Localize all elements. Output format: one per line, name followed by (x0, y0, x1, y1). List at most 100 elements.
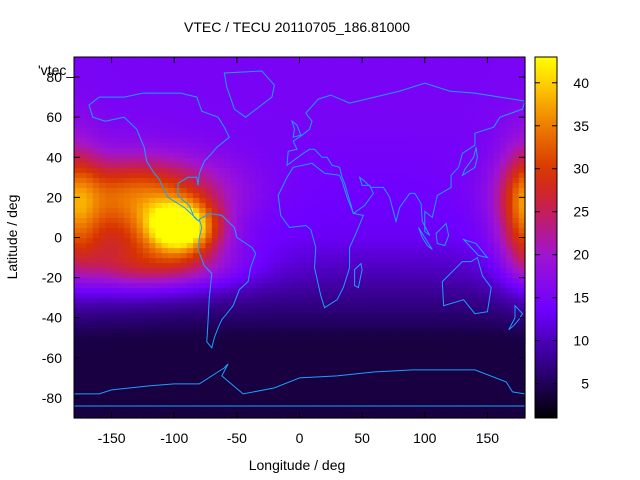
heatmap-cell (431, 127, 438, 133)
heatmap-cell (487, 87, 495, 93)
heatmap-cell (443, 142, 451, 148)
heatmap-cell (136, 352, 144, 359)
heatmap-cell (362, 207, 369, 214)
heatmap-cell (380, 287, 388, 294)
heatmap-cell (380, 167, 388, 173)
heatmap-cell (249, 252, 257, 259)
heatmap-cell (380, 327, 388, 334)
heatmap-cell (286, 392, 294, 399)
heatmap-cell (205, 322, 213, 329)
heatmap-cell (487, 352, 495, 359)
heatmap-cell (174, 212, 182, 219)
heatmap-cell (92, 372, 100, 379)
heatmap-cell (424, 117, 432, 123)
heatmap-cell (424, 232, 432, 239)
heatmap-cell (130, 117, 138, 123)
heatmap-cell (268, 242, 276, 249)
heatmap-cell (149, 407, 157, 414)
heatmap-cell (218, 377, 225, 384)
heatmap-cell (374, 382, 382, 389)
heatmap-cell (380, 332, 388, 339)
heatmap-cell (286, 387, 294, 394)
heatmap-cell (405, 122, 413, 128)
heatmap-cell (199, 272, 207, 279)
heatmap-cell (443, 347, 451, 354)
heatmap-cell (456, 287, 463, 294)
heatmap-cell (399, 287, 407, 294)
heatmap-cell (142, 232, 150, 239)
heatmap-cell (255, 57, 263, 63)
heatmap-cell (418, 177, 426, 183)
heatmap-cell (205, 397, 213, 404)
heatmap-cell (136, 177, 144, 183)
heatmap-cell (324, 377, 332, 384)
heatmap-cell (305, 372, 313, 379)
heatmap-cell (349, 132, 357, 138)
heatmap-cell (481, 237, 489, 244)
heatmap-cell (268, 322, 276, 329)
heatmap-cell (387, 377, 395, 384)
heatmap-cell (142, 237, 150, 244)
heatmap-cell (174, 117, 182, 123)
heatmap-cell (124, 367, 131, 374)
heatmap-cell (305, 222, 313, 229)
heatmap-cell (299, 262, 307, 269)
heatmap-cell (218, 292, 225, 299)
heatmap-cell (167, 137, 175, 143)
heatmap-cell (337, 117, 344, 123)
heatmap-cell (437, 307, 445, 314)
heatmap-cell (255, 182, 263, 188)
heatmap-cell (468, 202, 476, 209)
heatmap-cell (286, 132, 294, 138)
heatmap-cell (380, 312, 388, 319)
heatmap-cell (318, 382, 326, 389)
heatmap-cell (405, 242, 413, 249)
heatmap-cell (305, 337, 313, 344)
heatmap-cell (167, 167, 175, 173)
heatmap-cell (393, 187, 401, 193)
heatmap-cell (174, 382, 182, 389)
heatmap-cell (393, 362, 401, 369)
chart-title: VTEC / TECU 20110705_186.81000 (184, 19, 410, 35)
heatmap-cell (124, 127, 131, 133)
heatmap-cell (249, 82, 257, 88)
heatmap-cell (274, 212, 282, 219)
heatmap-cell (418, 347, 426, 354)
heatmap-cell (468, 242, 476, 249)
heatmap-cell (205, 162, 213, 168)
heatmap-cell (205, 102, 213, 108)
heatmap-cell (337, 327, 344, 334)
heatmap-cell (161, 392, 169, 399)
heatmap-cell (412, 207, 420, 214)
heatmap-cell (324, 202, 332, 209)
heatmap-cell (343, 167, 351, 173)
heatmap-cell (343, 227, 351, 234)
heatmap-cell (399, 352, 407, 359)
heatmap-cell (474, 237, 482, 244)
heatmap-cell (493, 162, 501, 168)
heatmap-cell (330, 292, 338, 299)
heatmap-cell (349, 327, 357, 334)
heatmap-cell (261, 362, 269, 369)
heatmap-cell (405, 207, 413, 214)
heatmap-cell (161, 252, 169, 259)
heatmap-cell (305, 357, 313, 364)
heatmap-cell (99, 222, 106, 229)
heatmap-cell (399, 62, 407, 68)
heatmap-cell (124, 372, 131, 379)
heatmap-cell (255, 107, 263, 113)
heatmap-cell (312, 292, 319, 299)
heatmap-cell (299, 152, 307, 158)
heatmap-cell (380, 102, 388, 108)
heatmap-cell (424, 362, 432, 369)
heatmap-cell (456, 262, 463, 269)
heatmap-cell (355, 62, 363, 68)
heatmap-cell (199, 107, 207, 113)
heatmap-cell (468, 412, 476, 419)
heatmap-cell (418, 407, 426, 414)
heatmap-cell (286, 272, 294, 279)
heatmap-cell (167, 212, 175, 219)
heatmap-cell (293, 272, 301, 279)
heatmap-cell (255, 307, 263, 314)
heatmap-cell (424, 132, 432, 138)
